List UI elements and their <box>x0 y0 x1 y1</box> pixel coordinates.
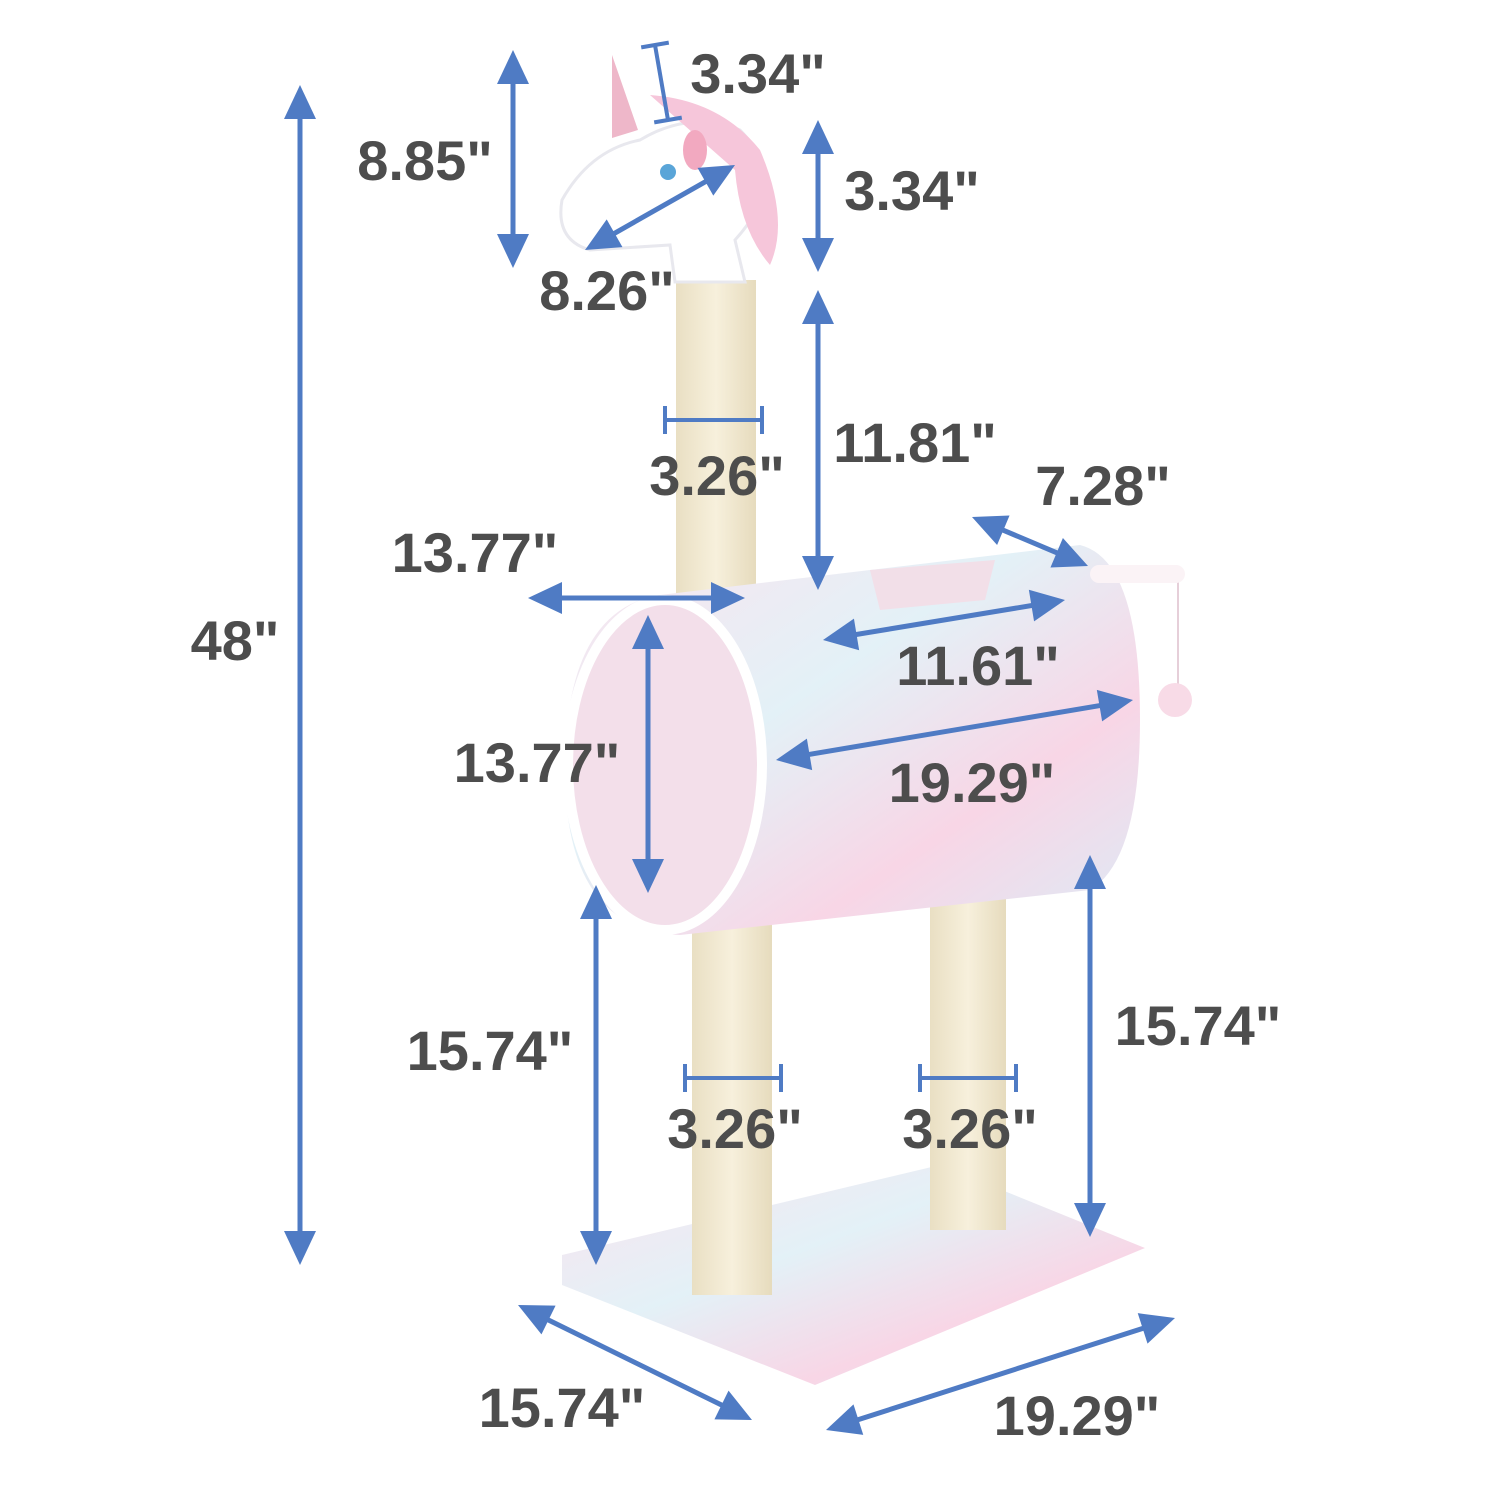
dimension-label: 48" <box>191 609 280 672</box>
dimension-label: 19.29" <box>889 751 1056 814</box>
arrowhead <box>632 859 664 893</box>
arrowhead <box>711 582 745 614</box>
arrowhead <box>1028 589 1065 622</box>
dimension-label: 15.74" <box>479 1376 646 1439</box>
arrowhead <box>1074 1203 1106 1237</box>
arrowhead <box>585 219 623 250</box>
dimension-arrow-line <box>601 172 719 243</box>
arrowhead <box>1137 1313 1175 1344</box>
arrowhead <box>1096 689 1133 722</box>
arrowhead <box>802 120 834 154</box>
dimension-neck-post-height: 11.81" <box>802 290 997 590</box>
dimension-right-post-height: 15.74" <box>1074 855 1281 1237</box>
arrowhead <box>802 556 834 590</box>
dimension-end-cap <box>653 115 683 125</box>
dimension-label: 15.74" <box>407 1019 574 1082</box>
toy-bar <box>1090 565 1185 583</box>
dimension-horn-width: 3.34" <box>640 40 826 125</box>
arrowhead <box>802 290 834 324</box>
arrowhead <box>697 165 735 196</box>
arrowhead <box>802 238 834 272</box>
dimension-arrow-line <box>842 600 1046 640</box>
dimension-tube-top-opening-length: 11.61" <box>823 589 1065 697</box>
arrowhead <box>1050 538 1088 568</box>
dimension-right-post-diameter: 3.26" <box>902 1064 1038 1160</box>
unicorn-horn <box>612 55 638 138</box>
dimension-label: 11.61" <box>896 634 1060 697</box>
dimension-head-height: 8.85" <box>357 50 529 268</box>
dimension-line <box>653 44 670 121</box>
dimension-label: 7.28" <box>1035 454 1171 517</box>
dimension-arrow-line <box>844 1321 1157 1427</box>
arrowhead <box>714 1390 752 1420</box>
arrowhead <box>776 738 813 771</box>
pompom-toy <box>1158 683 1192 717</box>
dimension-head-neck-height: 3.34" <box>802 120 980 272</box>
unicorn-eye <box>660 164 676 180</box>
dimension-total-height: 48" <box>191 85 316 1265</box>
arrowhead <box>497 234 529 268</box>
unicorn-mane <box>650 95 778 265</box>
dimension-base-depth: 15.74" <box>479 1305 752 1439</box>
arrowhead <box>284 1231 316 1265</box>
dimension-label: 3.34" <box>844 159 980 222</box>
arrowhead <box>580 1231 612 1265</box>
arrowhead <box>580 885 612 919</box>
dimension-neck-post-diameter: 3.26" <box>649 406 785 507</box>
dimension-label: 19.29" <box>994 1384 1161 1447</box>
dimension-label: 3.34" <box>690 42 826 105</box>
cat-tree-product <box>559 55 1192 1385</box>
dimension-label: 8.26" <box>539 259 675 322</box>
dimension-end-cap <box>640 40 670 50</box>
dimension-label: 11.81" <box>833 411 997 474</box>
dimension-tube-length: 19.29" <box>776 689 1133 814</box>
dimension-left-post-height: 15.74" <box>407 885 612 1265</box>
dimension-left-post-diameter: 3.26" <box>667 1064 803 1160</box>
arrowhead <box>826 1404 864 1435</box>
dimension-base-width: 19.29" <box>826 1313 1175 1447</box>
dimension-tube-opening-width: 7.28" <box>972 454 1171 568</box>
dimension-label: 15.74" <box>1115 994 1282 1057</box>
arrowhead <box>528 582 562 614</box>
dimension-annotations: 48" 8.85" 3.34" 3.34" 8.26" 11.81" 3.26" 7.28" 1… <box>191 40 1281 1447</box>
dimension-label: 13.77" <box>392 521 559 584</box>
dimension-label: 3.26" <box>649 444 785 507</box>
arrowhead <box>823 618 860 651</box>
arrowhead <box>972 515 1010 545</box>
dimension-label: 3.26" <box>667 1097 803 1160</box>
unicorn-ear <box>683 130 707 170</box>
dimension-arrow-line <box>795 700 1114 760</box>
arrowhead <box>632 615 664 649</box>
arrowhead <box>518 1305 556 1335</box>
neck-post <box>676 280 756 610</box>
top-opening <box>870 560 995 610</box>
arrowhead <box>284 85 316 119</box>
dimension-label: 8.85" <box>357 129 493 192</box>
dimension-tube-width: 13.77" <box>392 521 745 614</box>
right-post <box>930 870 1006 1230</box>
dimension-arrow-line <box>989 522 1071 561</box>
dimension-tube-height: 13.77" <box>454 615 664 893</box>
dimension-head-length: 8.26" <box>539 165 735 322</box>
dimension-label: 13.77" <box>454 731 621 794</box>
base-platform <box>562 1165 1145 1385</box>
dimension-label: 3.26" <box>902 1097 1038 1160</box>
left-post <box>692 920 772 1295</box>
arrowhead <box>497 50 529 84</box>
arrowhead <box>1074 855 1106 889</box>
dimension-arrow-line <box>534 1311 736 1414</box>
